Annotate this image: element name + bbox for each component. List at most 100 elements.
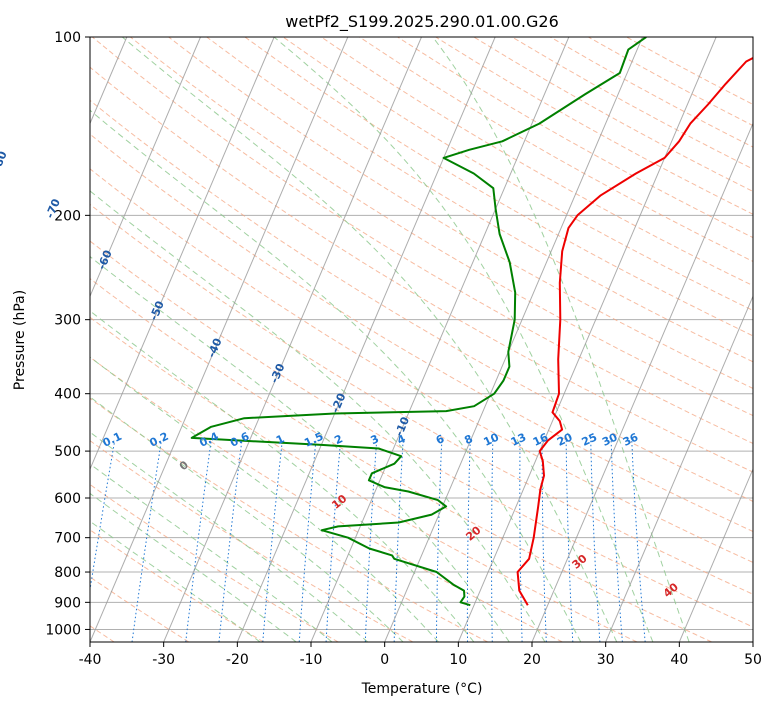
y-tick-label: 900 <box>54 595 81 611</box>
y-tick-label: 800 <box>54 565 81 581</box>
mixing-ratio-line <box>519 440 523 642</box>
dry-adiabat <box>90 576 190 642</box>
mixing-ratio-label: 13 <box>509 431 528 449</box>
mixing-ratio-label: 30 <box>600 430 620 448</box>
dry-adiabat <box>90 316 638 642</box>
moist-adiabat <box>90 255 510 642</box>
moist-adiabat <box>432 37 690 642</box>
mixing-ratio-line <box>435 440 443 642</box>
dry-adiabat <box>90 278 712 642</box>
isotherm-label: -40 <box>205 336 225 360</box>
chart-title: wetPf2_S199.2025.290.01.00.G26 <box>285 12 559 32</box>
mixing-ratio-line <box>565 440 574 642</box>
x-tick-label: 10 <box>449 652 467 668</box>
mixing-ratio-line <box>610 440 623 642</box>
x-tick-label: 30 <box>597 652 615 668</box>
isotherm-label: -50 <box>147 299 167 323</box>
mixing-ratio-line <box>90 440 116 593</box>
mixing-ratio-label: 10 <box>482 430 502 448</box>
x-axis-title: Temperature (°C) <box>361 681 483 697</box>
y-tick-label: 500 <box>54 444 81 460</box>
dry-adiabat <box>435 37 753 215</box>
temperature-line <box>516 56 753 606</box>
isotherm <box>163 37 422 642</box>
mixing-ratio-line <box>393 440 404 642</box>
isotherm <box>90 37 275 471</box>
y-tick-label: 1000 <box>45 622 81 638</box>
x-tick-label: 50 <box>744 652 762 668</box>
mixing-ratio-label: 20 <box>555 430 575 448</box>
dry-adiabat <box>206 37 753 363</box>
dry-adiabat <box>168 37 753 389</box>
y-tick-label: 700 <box>54 531 81 547</box>
mixing-ratio-label: 3 <box>369 432 381 447</box>
x-tick-label: -30 <box>152 652 175 668</box>
dry-adiabat <box>282 37 753 312</box>
y-tick-label: 100 <box>54 30 81 46</box>
mixing-ratio-label: 25 <box>580 431 599 449</box>
y-tick-label: 200 <box>54 208 81 224</box>
mixing-ratio-label: 6 <box>434 432 447 447</box>
x-tick-label: -20 <box>226 652 249 668</box>
y-tick-label: 600 <box>54 491 81 507</box>
moist-adiabat <box>90 431 369 642</box>
mixing-ratio-line <box>262 440 283 642</box>
dry-adiabat <box>90 529 264 642</box>
isotherm <box>531 122 753 642</box>
dry-adiabat <box>90 168 753 563</box>
moist-adiabat <box>90 520 261 642</box>
mixing-ratio-line <box>590 440 601 642</box>
mixing-ratio-line <box>218 440 243 642</box>
isotherm <box>384 37 643 642</box>
dry-adiabat <box>90 66 753 473</box>
dry-adiabat <box>90 483 339 642</box>
moist-adiabat <box>90 463 333 642</box>
mixing-ratio-line <box>466 440 471 642</box>
isotherm <box>457 37 717 642</box>
mixing-ratio-label: 16 <box>531 430 551 448</box>
dry-adiabat <box>91 37 753 445</box>
moist-adiabat <box>90 492 297 642</box>
moist-adiabat-label: 0 <box>177 458 191 473</box>
profile-lines <box>190 37 753 607</box>
moist-adiabat <box>121 37 618 642</box>
background-lines <box>90 37 753 642</box>
mixing-ratio-label: 1.5 <box>302 430 325 450</box>
x-tick-label: 40 <box>670 652 688 668</box>
x-tick-label: -10 <box>300 652 323 668</box>
plot-frame <box>89 36 754 643</box>
moist-adiabat <box>90 310 475 642</box>
axis-ticks: -40 -30 -20 -10 0 10 20 30 40 5010020030040050060… <box>45 30 762 668</box>
dry-adiabat <box>90 240 753 628</box>
isotherm-label: -30 <box>268 361 288 385</box>
x-tick-label: 20 <box>523 652 541 668</box>
mixing-ratio-label: 36 <box>621 430 641 448</box>
dry-adiabat <box>90 356 563 642</box>
x-tick-label: 0 <box>380 652 389 668</box>
mixing-ratio-label: 0.1 <box>101 430 124 450</box>
dry-adiabat <box>90 133 753 533</box>
isotherm-label: -60 <box>95 248 115 272</box>
moist-adiabat-label: 30 <box>570 552 590 572</box>
moist-adiabat <box>90 356 439 642</box>
mixing-ratio-label: 0.6 <box>228 430 251 450</box>
isotherm <box>236 37 496 642</box>
grid-layer <box>90 37 753 630</box>
mixing-ratio-line <box>491 440 494 642</box>
moist-adiabat <box>273 37 654 642</box>
dry-adiabat <box>588 37 753 127</box>
isotherm <box>752 640 753 642</box>
dry-adiabat <box>90 440 414 642</box>
line-labels: -100-90-80-70-60-50-40-30-20-100.10.20.4… <box>0 149 681 600</box>
moist-adiabat-label: 40 <box>661 580 681 600</box>
isotherm <box>90 37 349 642</box>
dry-adiabat <box>511 37 753 170</box>
mixing-ratio-label: 0.2 <box>147 430 170 450</box>
moist-adiabat-label: 20 <box>463 523 483 543</box>
y-axis-title: Pressure (hPa) <box>12 290 28 390</box>
dry-adiabat <box>90 203 753 595</box>
moist-adiabat <box>90 190 546 642</box>
x-tick-label: -40 <box>79 652 102 668</box>
mixing-ratio-line <box>131 440 162 642</box>
